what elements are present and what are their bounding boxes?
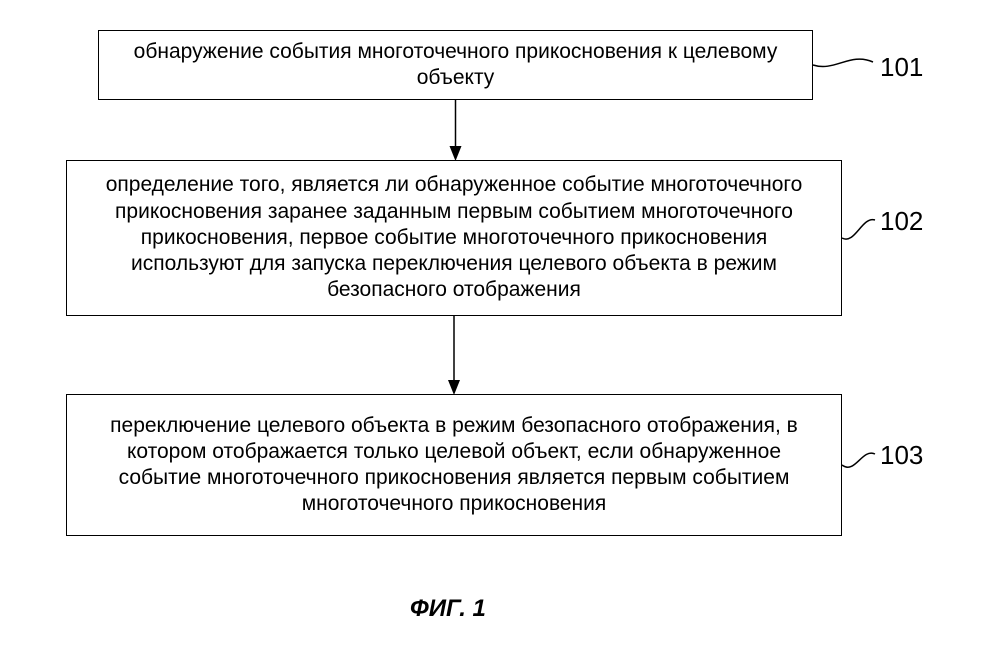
node-label: 102 [880, 206, 923, 237]
label-connector [842, 453, 875, 467]
node-text: переключение целевого объекта в режим бе… [87, 413, 821, 518]
label-connector [813, 59, 873, 66]
node-text: обнаружение события многоточечного прико… [119, 39, 792, 92]
node-label: 101 [880, 52, 923, 83]
figure-caption: ФИГ. 1 [410, 595, 486, 623]
node-label: 103 [880, 440, 923, 471]
flowchart-node: обнаружение события многоточечного прико… [98, 30, 813, 100]
flowchart-node: переключение целевого объекта в режим бе… [66, 394, 842, 536]
flowchart-node: определение того, является ли обнаруженн… [66, 160, 842, 316]
flowchart-canvas: обнаружение события многоточечного прико… [0, 0, 999, 659]
node-text: определение того, является ли обнаруженн… [87, 172, 821, 303]
label-connector [842, 220, 875, 239]
